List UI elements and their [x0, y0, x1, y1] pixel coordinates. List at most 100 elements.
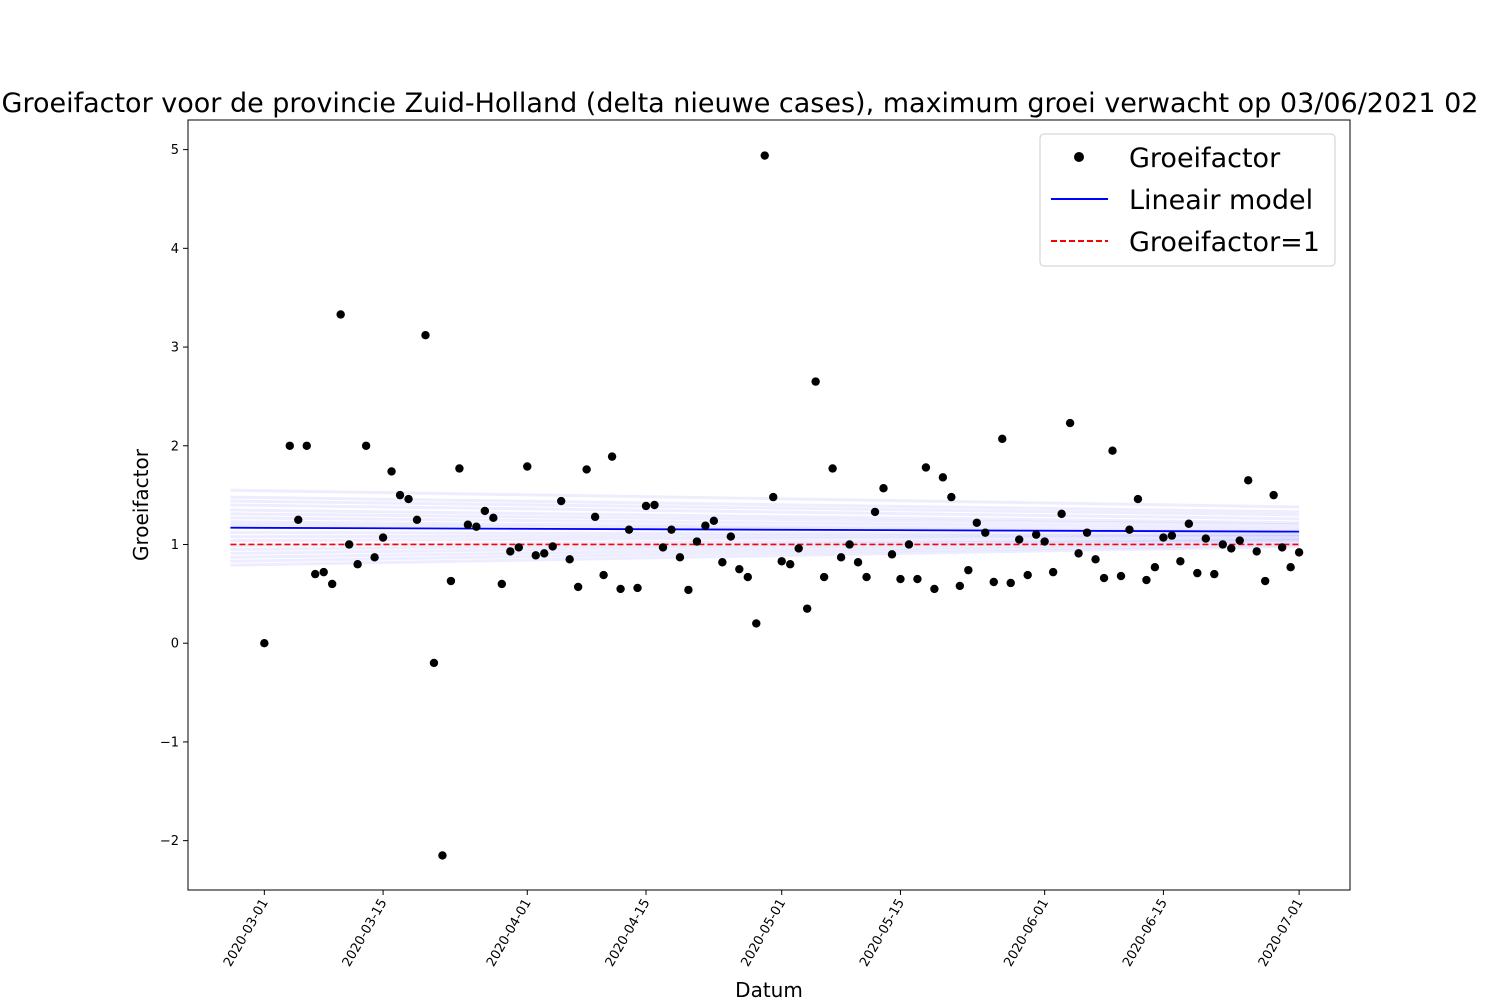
- data-point: [904, 540, 914, 549]
- data-point: [260, 639, 269, 648]
- data-point: [981, 528, 990, 537]
- data-point: [1286, 562, 1295, 572]
- data-point: [1260, 576, 1270, 586]
- x-tick-label: 2020-06-15: [1120, 897, 1171, 970]
- data-point: [1159, 533, 1168, 542]
- data-point: [1091, 555, 1100, 564]
- data-point: [480, 506, 490, 516]
- data-point: [692, 537, 702, 546]
- data-point: [319, 567, 328, 577]
- data-point: [285, 441, 294, 450]
- y-tick-label: −2: [160, 834, 179, 849]
- data-point: [624, 525, 634, 534]
- band-line: [230, 508, 1300, 525]
- band-line: [230, 531, 1300, 537]
- legend-label-model: Lineair model: [1129, 185, 1313, 216]
- data-point: [633, 583, 642, 593]
- data-point: [819, 572, 829, 582]
- data-point: [913, 574, 922, 584]
- data-point: [590, 512, 600, 522]
- data-point: [836, 553, 846, 562]
- data-point: [1065, 418, 1075, 428]
- data-point: [523, 462, 532, 471]
- data-point: [1048, 567, 1058, 577]
- data-point: [1244, 476, 1253, 485]
- legend-dot-marker: [1074, 152, 1084, 162]
- band-line: [230, 539, 1300, 555]
- band-line: [230, 512, 1300, 527]
- data-point: [1235, 536, 1244, 545]
- y-tick-label: 2: [171, 439, 179, 454]
- y-tick-label: −1: [160, 735, 179, 750]
- data-point: [361, 441, 371, 450]
- data-point: [1167, 531, 1177, 540]
- band-line: [230, 499, 1300, 517]
- band-line: [230, 503, 1300, 521]
- data-point: [1294, 548, 1304, 557]
- band-line: [230, 535, 1300, 543]
- data-point: [701, 521, 710, 530]
- data-point: [658, 543, 668, 552]
- data-point: [930, 584, 939, 594]
- data-point: [616, 584, 625, 594]
- data-point: [311, 569, 320, 579]
- data-point: [1150, 562, 1160, 572]
- x-tick-label: 2020-04-01: [484, 897, 535, 970]
- band-line: [230, 541, 1300, 559]
- data-point: [650, 500, 659, 510]
- data-point: [514, 543, 523, 552]
- data-point: [387, 467, 396, 476]
- data-point: [1057, 509, 1066, 519]
- y-tick-label: 0: [171, 637, 179, 652]
- data-point: [1133, 494, 1143, 504]
- data-point: [412, 515, 422, 525]
- legend: Groeifactor Lineair model Groeifactor=1: [1039, 133, 1336, 267]
- data-point: [802, 604, 812, 613]
- x-tick-label: 2020-05-01: [738, 897, 789, 970]
- data-point: [743, 572, 752, 582]
- data-point: [463, 520, 473, 529]
- band-line: [230, 516, 1300, 530]
- data-point: [599, 570, 608, 580]
- x-tick-label: 2020-06-01: [1001, 897, 1052, 970]
- y-tick-label: 5: [171, 143, 179, 158]
- y-tick-label: 4: [171, 242, 179, 257]
- legend-label-reference: Groeifactor=1: [1129, 227, 1320, 258]
- band-line: [230, 544, 1300, 567]
- x-tick-label: 2020-05-15: [857, 897, 908, 970]
- y-axis-ticks: −2 −1 0 1 2 3 4 5: [160, 143, 188, 849]
- data-point: [760, 151, 769, 160]
- data-point: [446, 576, 456, 586]
- legend-entry-model: Lineair model: [1051, 185, 1313, 216]
- band-line: [230, 520, 1300, 533]
- data-point: [964, 565, 973, 575]
- data-point: [870, 507, 880, 517]
- data-point: [607, 452, 617, 461]
- data-point: [1210, 569, 1219, 579]
- data-point: [1015, 535, 1024, 544]
- data-point: [1125, 525, 1134, 534]
- data-point: [353, 560, 362, 569]
- data-point: [641, 501, 651, 511]
- data-point: [862, 572, 871, 582]
- x-tick-label: 2020-04-15: [603, 897, 654, 970]
- data-point: [1116, 571, 1126, 581]
- data-point: [1193, 568, 1202, 578]
- legend-entry-points: Groeifactor: [1074, 143, 1281, 174]
- data-point: [887, 550, 897, 559]
- data-point: [404, 494, 413, 504]
- data-point: [752, 619, 761, 628]
- data-point: [947, 492, 956, 502]
- data-point: [506, 547, 515, 556]
- data-point: [1023, 570, 1032, 580]
- data-point: [344, 540, 354, 549]
- plot-frame: [187, 119, 1351, 891]
- data-point: [1218, 540, 1227, 549]
- data-point: [489, 513, 498, 523]
- x-axis-ticks: 2020-03-01 2020-03-15 2020-04-01 2020-04-15…: [221, 890, 1307, 969]
- data-point: [1031, 530, 1041, 539]
- data-point: [811, 377, 820, 386]
- band-line: [230, 537, 1300, 547]
- data-point: [395, 490, 405, 500]
- data-point: [998, 434, 1007, 444]
